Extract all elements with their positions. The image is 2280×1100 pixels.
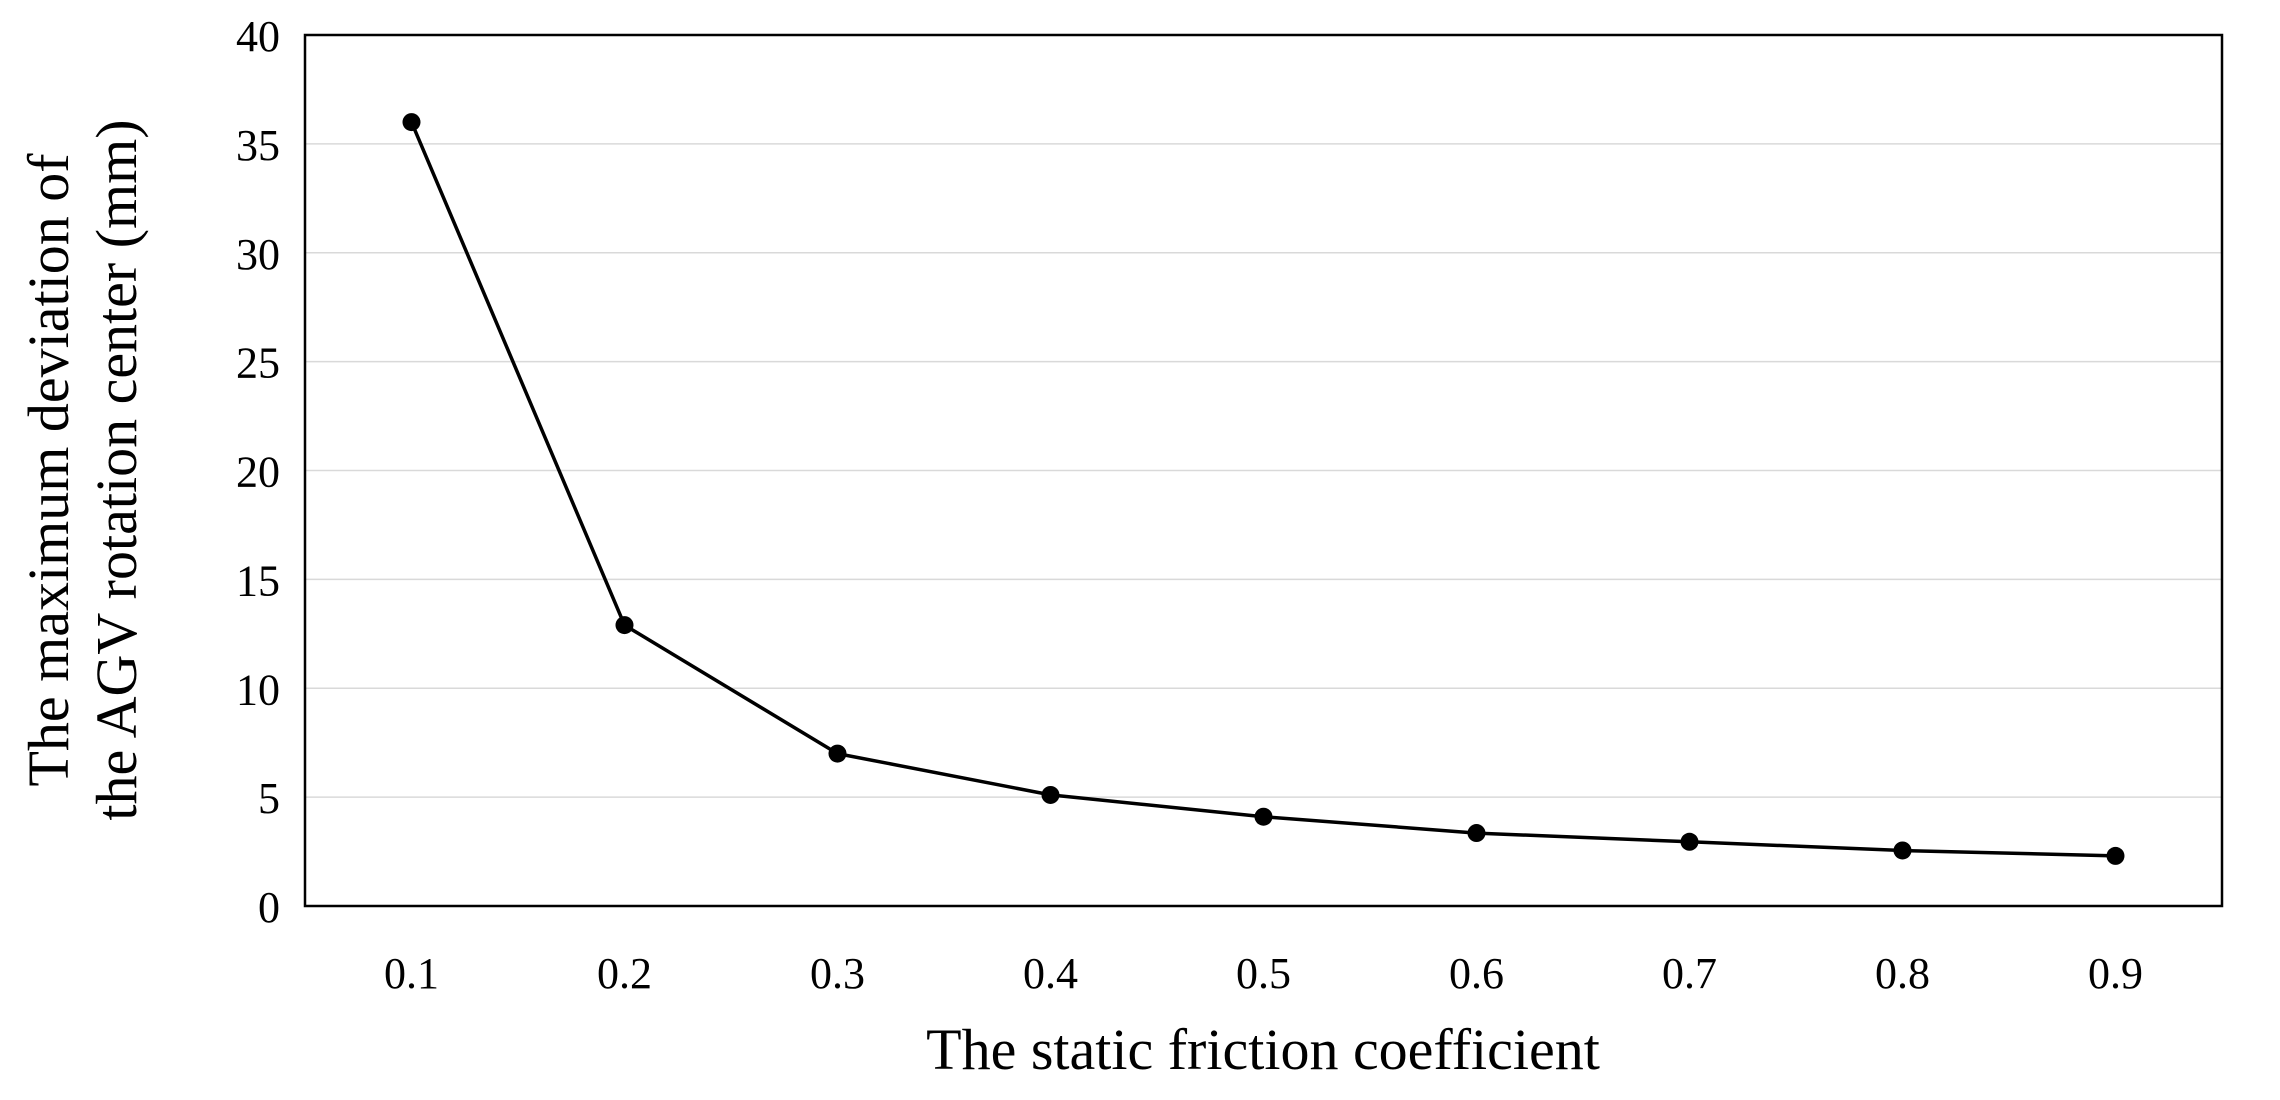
- y-axis-title-line-2: the AGV rotation center (mm): [84, 119, 149, 820]
- x-tick-label-4: 0.5: [1236, 949, 1291, 998]
- y-tick-label-4: 20: [236, 448, 280, 497]
- y-tick-label-1: 5: [258, 774, 280, 823]
- series-layer: [402, 113, 2125, 865]
- data-point-0.5: [1254, 807, 1273, 826]
- y-tick-label-8: 40: [236, 12, 280, 61]
- data-point-0.2: [615, 616, 634, 635]
- data-point-0.1: [402, 113, 421, 132]
- x-tick-label-8: 0.9: [2088, 949, 2143, 998]
- y-tick-label-2: 10: [236, 665, 280, 714]
- gridlines: [305, 143, 2222, 798]
- x-axis-title: The static friction coefficient: [926, 1017, 1600, 1082]
- x-tick-label-7: 0.8: [1875, 949, 1930, 998]
- x-tick-labels: 0.1 0.2 0.3 0.4 0.5 0.6 0.7 0.8 0.9: [384, 949, 2143, 998]
- x-tick-label-3: 0.4: [1023, 949, 1078, 998]
- y-axis-title-line-1: The maximum deviation of: [16, 153, 81, 787]
- x-tick-label-6: 0.7: [1662, 949, 1717, 998]
- y-tick-label-6: 30: [236, 230, 280, 279]
- y-tick-labels: 0 5 10 15 20 25 30 35 40: [236, 12, 280, 932]
- y-tick-label-3: 15: [236, 556, 280, 605]
- x-tick-label-5: 0.6: [1449, 949, 1504, 998]
- data-point-0.9: [2106, 846, 2125, 865]
- data-point-0.3: [828, 744, 847, 763]
- y-tick-label-0: 0: [258, 883, 280, 932]
- plot-frame: [303, 33, 2224, 908]
- y-axis-title: The maximum deviation of the AGV rotatio…: [16, 119, 149, 820]
- data-point-0.6: [1467, 824, 1486, 843]
- data-point-0.8: [1893, 841, 1912, 860]
- x-tick-label-0: 0.1: [384, 949, 439, 998]
- x-tick-label-1: 0.2: [597, 949, 652, 998]
- y-tick-label-5: 25: [236, 339, 280, 388]
- y-tick-label-7: 35: [236, 121, 280, 170]
- x-tick-label-2: 0.3: [810, 949, 865, 998]
- data-point-0.7: [1680, 832, 1699, 851]
- data-point-0.4: [1041, 785, 1060, 804]
